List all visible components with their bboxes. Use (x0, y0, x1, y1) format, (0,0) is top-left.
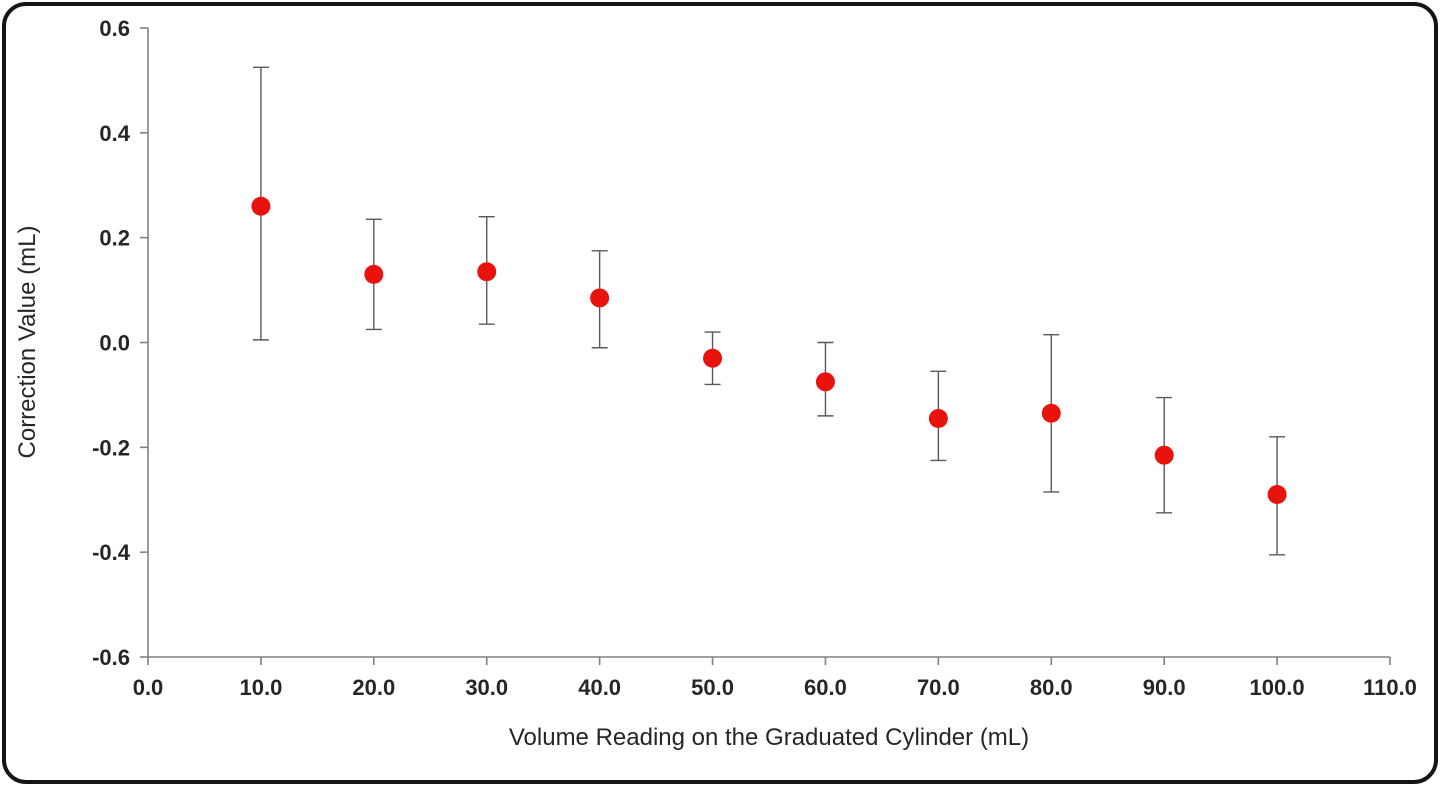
data-point (590, 288, 610, 308)
data-point (815, 372, 835, 392)
x-tick-label: 60.0 (804, 675, 847, 700)
x-tick-label: 90.0 (1143, 675, 1186, 700)
y-tick-label: 0.4 (99, 121, 130, 146)
x-tick-label: 30.0 (465, 675, 508, 700)
x-tick-label: 10.0 (239, 675, 282, 700)
x-tick-label: 50.0 (691, 675, 734, 700)
x-tick-label: 100.0 (1250, 675, 1305, 700)
data-point (1041, 403, 1061, 423)
y-tick-label: -0.2 (92, 435, 130, 460)
y-axis-title: Correction Value (mL) (14, 225, 41, 459)
x-tick-label: 20.0 (352, 675, 395, 700)
data-point (703, 348, 723, 368)
x-tick-label: 80.0 (1030, 675, 1073, 700)
y-tick-label: -0.4 (92, 540, 131, 565)
data-point (364, 264, 384, 284)
y-tick-label: 0.6 (99, 16, 130, 41)
data-point (251, 196, 271, 216)
data-point (1154, 445, 1174, 465)
x-axis-title: Volume Reading on the Graduated Cylinder… (508, 724, 1030, 751)
data-point (1267, 485, 1287, 505)
y-tick-label: 0.2 (99, 226, 130, 251)
x-tick-label: 70.0 (917, 675, 960, 700)
x-tick-label: 40.0 (578, 675, 621, 700)
data-point (928, 409, 948, 429)
data-point (477, 262, 497, 282)
x-tick-label: 0.0 (133, 675, 164, 700)
y-tick-label: -0.6 (92, 645, 130, 670)
y-tick-label: 0.0 (99, 331, 130, 356)
x-tick-label: 110.0 (1363, 675, 1417, 700)
